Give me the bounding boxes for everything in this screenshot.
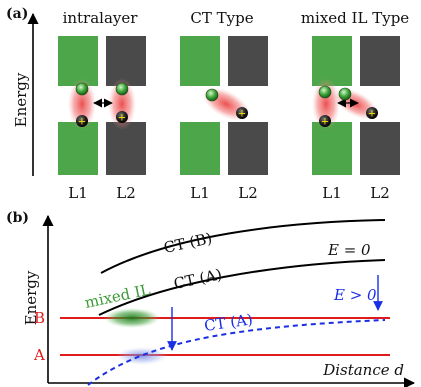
- ct-b-curve: [100, 219, 386, 274]
- egt0-label: E > 0: [333, 286, 377, 304]
- electron-icon: [75, 82, 89, 96]
- panel-b-label: (b): [6, 210, 29, 226]
- layer-label-l2: L2: [116, 184, 136, 202]
- l2-valence-band: [360, 122, 400, 175]
- l1-valence-band: [58, 122, 98, 175]
- hole-icon: [76, 115, 88, 127]
- electron-icon: [338, 87, 352, 101]
- layer-label-l1: L1: [68, 184, 88, 202]
- e0-label: E = 0: [327, 241, 371, 259]
- mixed-il-region: [104, 308, 160, 328]
- hole-plus-icon: +: [321, 117, 329, 128]
- l1-conduction-band: [58, 36, 98, 86]
- diagram-ct-type: +: [180, 36, 268, 175]
- l2-conduction-band: [106, 36, 146, 86]
- l1-valence-band: [312, 122, 352, 175]
- level-b-label: B: [34, 309, 45, 327]
- layer-label-l1: L1: [190, 184, 210, 202]
- hole-icon: [116, 111, 128, 123]
- hole-icon: [366, 107, 378, 119]
- l2-conduction-band: [228, 36, 268, 86]
- hole-icon: [236, 107, 248, 119]
- level-a-label: A: [33, 346, 45, 364]
- type-title-intralayer: intralayer: [63, 9, 139, 27]
- hole-plus-icon: +: [368, 109, 376, 120]
- hole-plus-icon: +: [238, 109, 246, 120]
- layer-label-l1: L1: [322, 184, 342, 202]
- layer-label-l2: L2: [370, 184, 390, 202]
- l2-conduction-band: [360, 36, 400, 86]
- diagram-mixed-il-type: + +: [312, 36, 400, 175]
- l2-valence-band: [228, 122, 268, 175]
- ct-a-curve: [98, 259, 386, 316]
- diagram-intralayer: + +: [58, 36, 146, 175]
- panel-b: (b) Energy Distance d B A CT (B) CT (A) …: [6, 210, 416, 387]
- hole-plus-icon: +: [78, 117, 86, 128]
- distance-axis-label: Distance d: [322, 361, 404, 379]
- l2-valence-band: [106, 122, 146, 175]
- type-title-ct: CT Type: [190, 9, 253, 27]
- exciton-glow-ct: [202, 87, 250, 121]
- panel-a-axis-label: Energy: [12, 72, 30, 127]
- electron-icon: [205, 88, 219, 102]
- ct-a-low-label: CT (A): [203, 310, 254, 335]
- exciton-glow-l1: [68, 78, 96, 130]
- layer-label-l2: L2: [238, 184, 258, 202]
- l1-conduction-band: [180, 36, 220, 86]
- l1-valence-band: [180, 122, 220, 175]
- type-title-mixed-il: mixed IL Type: [301, 9, 409, 27]
- panel-a-label: (a): [6, 6, 28, 22]
- hole-icon: [319, 115, 331, 127]
- panel-a: (a) Energy intralayer CT Type mixed IL T…: [6, 6, 409, 202]
- ct-b-label: CT (B): [162, 229, 214, 257]
- panel-b-axis-label: Energy: [22, 270, 40, 325]
- ct-a-label: CT (A): [172, 265, 223, 293]
- l1-conduction-band: [312, 36, 352, 86]
- mixed-ct-region: [116, 347, 168, 365]
- exciton-glow-l2: [108, 78, 136, 130]
- hole-plus-icon: +: [118, 113, 126, 124]
- electron-icon: [115, 82, 129, 96]
- electron-icon: [318, 85, 332, 99]
